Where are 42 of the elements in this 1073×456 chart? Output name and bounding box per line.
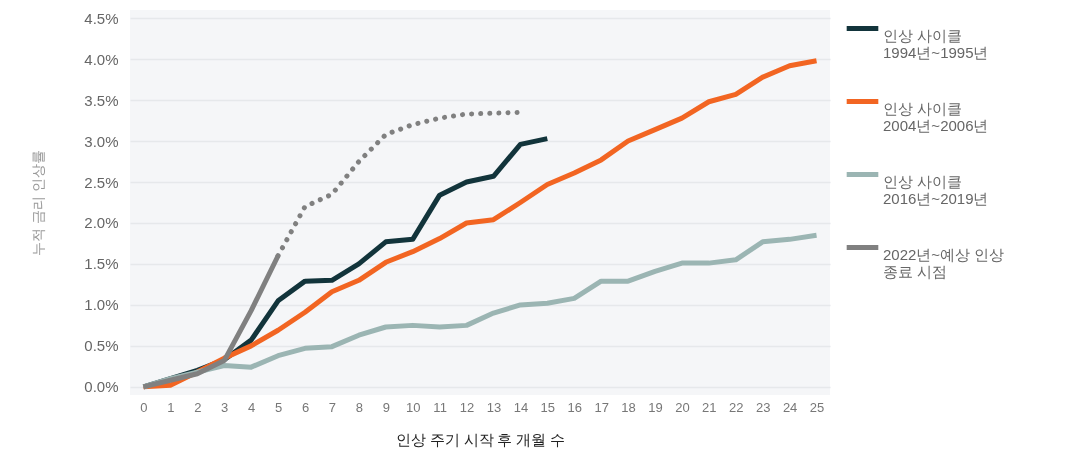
x-tick-label: 2 bbox=[194, 399, 202, 415]
x-tick-label: 20 bbox=[675, 399, 690, 415]
x-tick-label: 12 bbox=[459, 399, 475, 415]
legend-label: 인상 사이클 2004년~2006년 bbox=[883, 99, 989, 134]
x-tick-label: 18 bbox=[621, 399, 636, 415]
x-tick-label: 15 bbox=[540, 399, 556, 415]
y-tick-label: 3.5% bbox=[84, 91, 119, 109]
x-tick-label: 19 bbox=[648, 399, 663, 415]
x-tick-label: 13 bbox=[486, 399, 502, 415]
x-tick-label: 17 bbox=[594, 399, 609, 415]
y-tick-label: 4.0% bbox=[84, 50, 119, 68]
x-tick-label: 16 bbox=[567, 399, 582, 415]
x-tick-label: 3 bbox=[221, 399, 229, 415]
y-tick-label: 1.0% bbox=[84, 296, 119, 314]
x-tick-label: 8 bbox=[355, 399, 363, 415]
y-tick-label: 3.0% bbox=[84, 132, 119, 150]
x-tick-label: 1 bbox=[167, 399, 175, 415]
x-axis-title: 인상 주기 시작 후 개월 수 bbox=[396, 431, 565, 448]
x-tick-label: 10 bbox=[405, 399, 421, 415]
x-tick-label: 22 bbox=[729, 399, 744, 415]
y-tick-label: 1.5% bbox=[84, 255, 119, 273]
x-tick-label: 24 bbox=[782, 399, 798, 415]
x-tick-label: 7 bbox=[328, 399, 337, 415]
y-tick-label: 4.5% bbox=[84, 9, 119, 27]
y-axis-title: 누적 금리 인상률 bbox=[30, 150, 47, 256]
x-tick-label: 14 bbox=[513, 399, 529, 415]
y-tick-label: 0.5% bbox=[84, 337, 119, 355]
x-tick-label: 4 bbox=[248, 399, 256, 415]
legend-label: 인상 사이클 2016년~2019년 bbox=[883, 172, 989, 207]
x-tick-label: 25 bbox=[809, 399, 825, 415]
x-tick-label: 21 bbox=[702, 399, 717, 415]
x-tick-label: 5 bbox=[274, 399, 283, 415]
y-tick-label: 0.0% bbox=[84, 378, 119, 396]
y-tick-label: 2.5% bbox=[84, 173, 119, 191]
x-tick-label: 23 bbox=[755, 399, 771, 415]
x-tick-label: 0 bbox=[140, 399, 148, 415]
legend-label: 인상 사이클 1994년~1995년 bbox=[883, 26, 989, 61]
x-tick-label: 11 bbox=[433, 399, 447, 415]
legend-label: 2022년~예상 인상 종료 시점 bbox=[883, 245, 1005, 280]
y-tick-label: 2.0% bbox=[84, 214, 119, 232]
x-tick-label: 9 bbox=[382, 399, 390, 415]
x-tick-label: 6 bbox=[301, 399, 310, 415]
